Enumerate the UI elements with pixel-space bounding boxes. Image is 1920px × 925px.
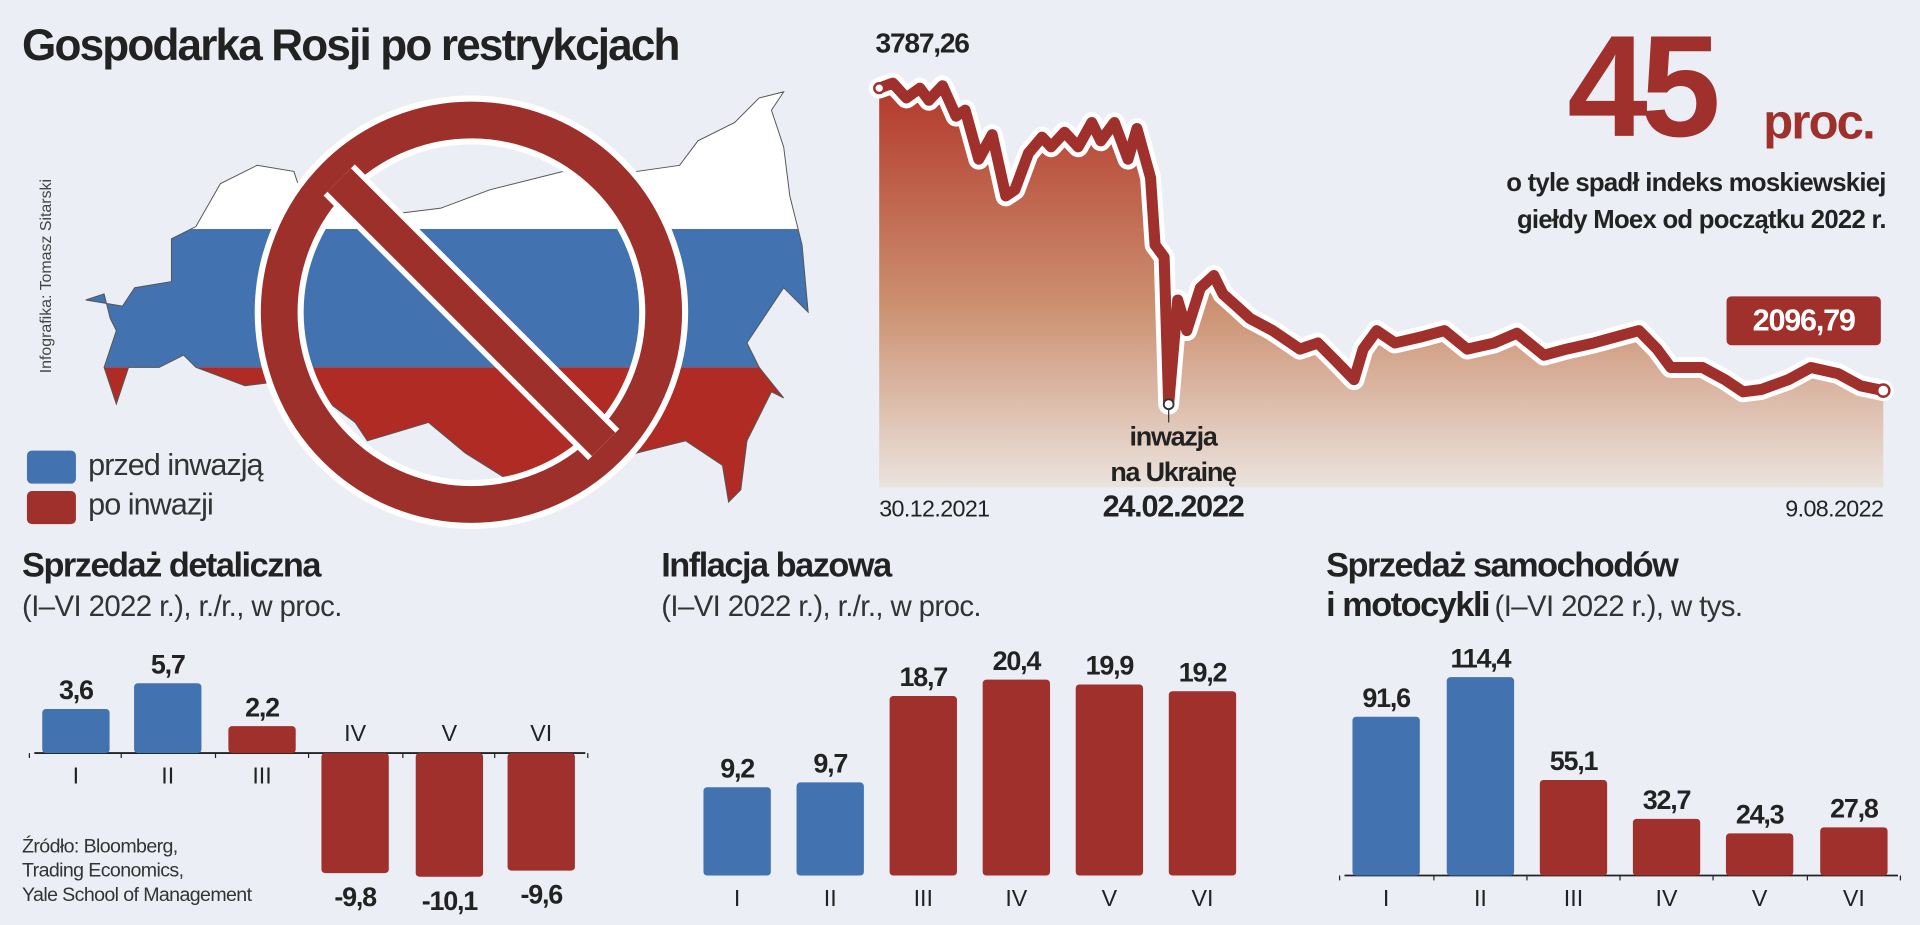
end-point [1875, 383, 1891, 398]
moex-chart [868, 72, 1894, 488]
category-label: IV [1656, 885, 1678, 911]
value-label: 19,9 [1086, 651, 1134, 681]
legend-label-after: po inwazji [88, 487, 214, 522]
invasion-point [1162, 398, 1175, 411]
source-note: Źródło: Bloomberg, Trading Economics, Ya… [22, 835, 252, 908]
moex-line [873, 77, 1889, 410]
invasion-line2: na Ukrainę [1110, 456, 1237, 488]
category-label: I [734, 885, 740, 911]
bar-I [1352, 716, 1420, 876]
headline-unit: proc. [1763, 95, 1875, 150]
bar-III [228, 726, 296, 754]
category-label: IV [1005, 885, 1027, 911]
retail-subtitle: (I–VI 2022 r.), r./r., w proc. [22, 590, 342, 624]
bar-III [1539, 779, 1608, 876]
category-label: II [824, 885, 837, 911]
prohibition-icon [254, 95, 689, 529]
source-line: Trading Economics, [22, 860, 184, 882]
category-label: VI [530, 720, 552, 746]
source-line: Yale School of Management [22, 885, 252, 907]
x-end-label: 9.08.2022 [1785, 497, 1884, 523]
value-label: 24,3 [1736, 800, 1784, 830]
category-label: III [252, 763, 271, 789]
category-label: V [442, 720, 458, 746]
invasion-date: 24.02.2022 [1102, 489, 1245, 525]
headline-number: 45 [1567, 6, 1720, 168]
value-label: 19,2 [1179, 657, 1227, 687]
value-label: 2,2 [245, 692, 279, 722]
bar-II [796, 782, 864, 876]
value-label: 32,7 [1643, 785, 1691, 815]
value-label: 55,1 [1550, 746, 1599, 776]
moex-area [879, 83, 1884, 488]
legend-label-before: przed inwazją [88, 448, 263, 483]
category-label: I [73, 763, 79, 789]
legend-swatch-before [26, 450, 76, 484]
page-title: Gospodarka Rosji po restrykcjach [22, 19, 680, 70]
bar-IV [982, 679, 1051, 876]
category-label: III [914, 885, 933, 911]
x-start-label: 30.12.2021 [879, 497, 990, 523]
bar-V [1075, 684, 1144, 876]
retail-title: Sprzedaż detaliczna [22, 546, 321, 585]
inflation-title: Inflacja bazowa [661, 546, 892, 585]
value-label: 5,7 [151, 649, 185, 679]
value-label: 9,7 [813, 749, 847, 779]
headline-line1: o tyle spadł indeks moskiewskiej [1506, 168, 1886, 198]
cars-title-line2: i motocykli (I–VI 2022 r.), w tys. [1326, 585, 1743, 624]
cars-subtitle: (I–VI 2022 r.), w tys. [1494, 590, 1743, 624]
bar-III [889, 695, 957, 876]
value-label: 9,2 [720, 753, 754, 783]
bar-IV [1632, 818, 1701, 876]
value-label: 20,4 [993, 646, 1042, 676]
category-label: IV [344, 720, 366, 746]
bar-I [42, 708, 110, 754]
end-value-badge: 2096,79 [1726, 296, 1881, 346]
value-label: 3,6 [59, 675, 93, 705]
category-label: VI [1191, 885, 1213, 911]
start-point [873, 82, 886, 95]
bar-VI [507, 753, 575, 871]
category-label: V [1102, 885, 1118, 911]
invasion-annotation: inwazja na Ukrainę 24.02.2022 [1075, 419, 1271, 526]
legend-swatch-after [26, 491, 76, 525]
russia-map [85, 91, 809, 529]
category-label: II [161, 763, 174, 789]
invasion-line1: inwazja [1129, 421, 1217, 452]
category-label: V [1752, 885, 1768, 911]
value-label: 27,8 [1830, 794, 1879, 824]
value-label: -10,1 [422, 886, 478, 916]
headline-line2: giełdy Moex od początku 2022 r. [1516, 205, 1887, 234]
value-label: -9,6 [520, 880, 562, 910]
bar-VI [1168, 691, 1237, 876]
value-label: 18,7 [900, 662, 948, 692]
value-label: -9,8 [334, 882, 377, 912]
retail-bar-chart: 3,6 I 5,7 II 2,2 III -9,8 IV -10,1 V -9,6 VI [28, 649, 589, 916]
category-label: III [1564, 885, 1583, 911]
bar-II [134, 683, 202, 754]
bar-V [415, 753, 484, 877]
bar-V [1725, 833, 1794, 876]
bar-IV [321, 753, 389, 874]
cars-title: Sprzedaż samochodów [1326, 546, 1679, 585]
inflation-subtitle: (I–VI 2022 r.), r./r., w proc. [661, 590, 981, 624]
bar-II [1446, 677, 1515, 876]
value-label: 114,4 [1451, 643, 1512, 673]
bar-VI [1820, 827, 1888, 876]
start-value-label: 3787,26 [875, 26, 970, 59]
cars-bar-chart: 91,6 I 114,4 II 55,1 III 32,7 IV 24,3 V 27,8 VI [1338, 643, 1902, 911]
category-label: I [1383, 885, 1389, 911]
value-label: 91,6 [1362, 683, 1410, 713]
inflation-bar-chart: 9,2 I 9,7 II 18,7 III 20,4 IV 19,9 V 19,2 VI [703, 646, 1237, 911]
category-label: II [1474, 885, 1487, 911]
category-label: VI [1843, 885, 1865, 911]
source-line: Źródło: Bloomberg, [22, 836, 178, 858]
cars-title-bold: i motocykli [1326, 585, 1490, 624]
bar-I [703, 787, 771, 876]
